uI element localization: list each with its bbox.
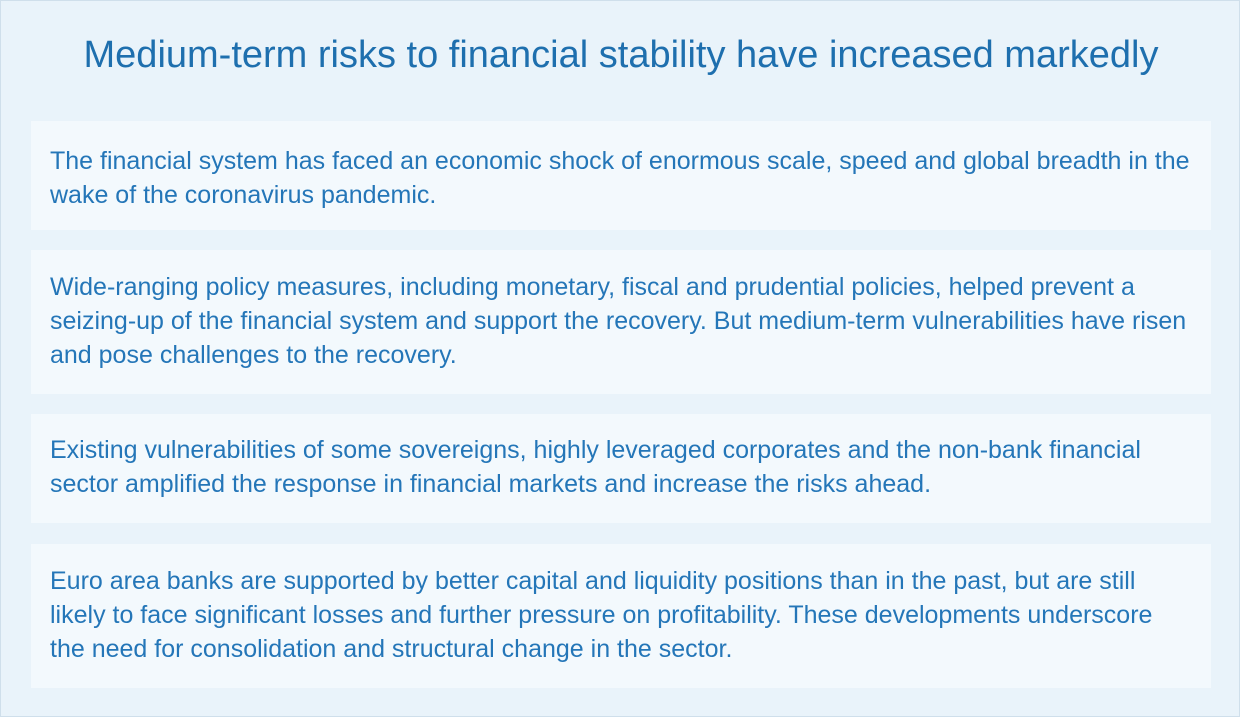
key-point-panel: Euro area banks are supported by better … xyxy=(31,544,1211,688)
key-point-text: Wide-ranging policy measures, including … xyxy=(50,273,1187,369)
key-point-panel: The financial system has faced an econom… xyxy=(31,121,1211,230)
key-point-text: The financial system has faced an econom… xyxy=(50,147,1190,209)
key-point-text: Existing vulnerabilities of some soverei… xyxy=(50,436,1141,498)
key-point-panel: Wide-ranging policy measures, including … xyxy=(31,250,1211,394)
key-point-text: Euro area banks are supported by better … xyxy=(50,567,1153,663)
slide-title: Medium-term risks to financial stability… xyxy=(83,34,1159,76)
key-point-panel: Existing vulnerabilities of some soverei… xyxy=(31,414,1211,523)
